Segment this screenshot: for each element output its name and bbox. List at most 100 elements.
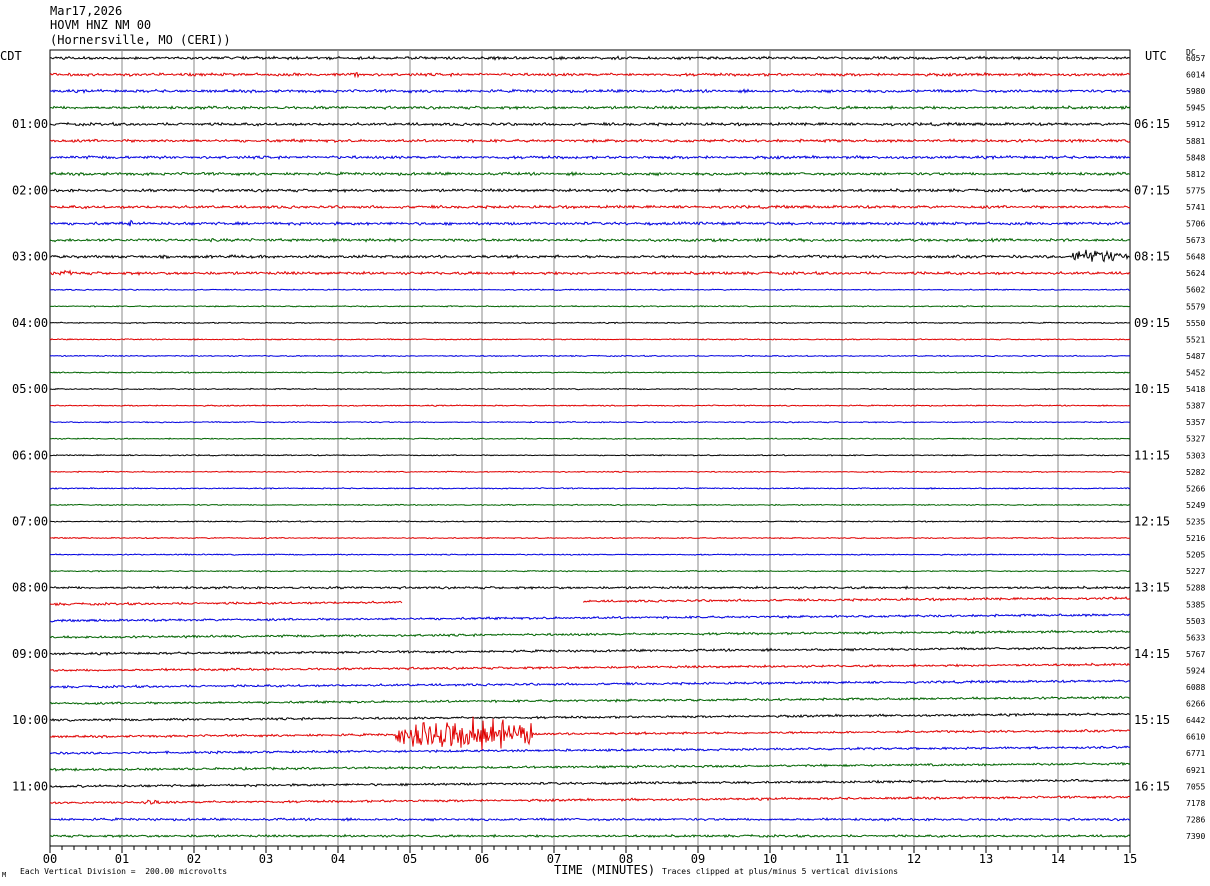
dc-offset-label: 5357 <box>1186 418 1205 427</box>
trace-0 <box>49 55 1131 61</box>
dc-offset-label: 5327 <box>1186 435 1205 444</box>
dc-offset-label: 5452 <box>1186 369 1205 378</box>
trace-18 <box>49 354 1131 358</box>
dc-offset-label: 5624 <box>1186 269 1205 278</box>
dc-offset-label: 5633 <box>1186 633 1205 642</box>
dc-offset-label: 7055 <box>1186 782 1205 791</box>
trace-26 <box>49 487 1131 490</box>
trace-39 <box>49 695 1131 706</box>
dc-offset-label: 7178 <box>1186 799 1205 808</box>
cdt-time-label: 11:00 <box>12 779 48 793</box>
x-tick-label-07: 07 <box>547 852 561 866</box>
dc-offset-label: 5881 <box>1186 137 1205 146</box>
dc-offset-label: 6088 <box>1186 683 1205 692</box>
utc-time-label: 10:15 <box>1134 382 1170 396</box>
dc-offset-label: 6610 <box>1186 733 1205 742</box>
trace-44 <box>49 778 1130 789</box>
dc-offset-label: 6014 <box>1186 71 1205 80</box>
utc-time-label: 14:15 <box>1134 647 1170 661</box>
footer-clip-note: Traces clipped at plus/minus 5 vertical … <box>662 867 899 876</box>
trace-7 <box>49 171 1131 177</box>
trace-3 <box>49 104 1131 111</box>
dc-offset-label: 5673 <box>1186 236 1205 245</box>
utc-time-label: 07:15 <box>1134 183 1170 197</box>
footer-mark: M <box>2 871 7 879</box>
dc-offset-label: 5848 <box>1186 153 1205 162</box>
dc-offset-label: 5385 <box>1186 600 1205 609</box>
trace-32 <box>49 585 1131 590</box>
trace-33 <box>49 596 1131 607</box>
trace-17 <box>49 338 1131 341</box>
dc-offset-label: 5521 <box>1186 335 1205 344</box>
cdt-time-label: 05:00 <box>12 382 48 396</box>
dc-offset-label: 7390 <box>1186 832 1205 841</box>
dc-offset-label: 5303 <box>1186 451 1205 460</box>
x-tick-label-12: 12 <box>907 852 921 866</box>
trace-2 <box>49 88 1131 94</box>
cdt-time-label: 10:00 <box>12 713 48 727</box>
dc-offset-label: 5775 <box>1186 186 1205 195</box>
dc-offset-label: 5249 <box>1186 501 1205 510</box>
x-tick-label-00: 00 <box>43 852 57 866</box>
utc-time-label: 12:15 <box>1134 514 1170 528</box>
x-axis-label: TIME (MINUTES) <box>554 863 656 877</box>
dc-offset-label: 5227 <box>1186 567 1205 576</box>
x-tick-label-13: 13 <box>979 852 993 866</box>
dc-offset-label: 5266 <box>1186 484 1205 493</box>
dc-offset-label: 6771 <box>1186 749 1205 758</box>
trace-40 <box>49 712 1131 722</box>
dc-offset-label: 7286 <box>1186 815 1205 824</box>
dc-offset-label: 5503 <box>1186 617 1205 626</box>
dc-offset-label: 5980 <box>1186 87 1205 96</box>
cdt-label: CDT <box>0 49 22 63</box>
x-tick-label-10: 10 <box>763 852 777 866</box>
dc-offset-label: 5945 <box>1186 104 1205 113</box>
trace-35 <box>49 629 1131 640</box>
dc-offset-label: 5282 <box>1186 468 1205 477</box>
trace-24 <box>49 453 1131 457</box>
trace-42 <box>49 745 1131 755</box>
trace-25 <box>50 470 1131 474</box>
header-location: (Hornersville, MO (CERI)) <box>50 33 231 47</box>
trace-23 <box>49 437 1131 441</box>
trace-19 <box>49 371 1131 374</box>
dc-offset-label: 5812 <box>1186 170 1205 179</box>
dc-offset-label: 5924 <box>1186 666 1205 675</box>
footer-scale-note: Each Vertical Division = 200.00 microvol… <box>20 867 228 876</box>
utc-time-label: 09:15 <box>1134 316 1170 330</box>
x-tick-label-02: 02 <box>187 852 201 866</box>
trace-12 <box>50 249 1131 263</box>
cdt-time-label: 01:00 <box>12 117 48 131</box>
dc-label: DC <box>1186 48 1196 57</box>
cdt-time-label: 04:00 <box>12 316 48 330</box>
utc-time-label: 15:15 <box>1134 713 1170 727</box>
trace-13 <box>50 269 1131 276</box>
trace-36 <box>49 646 1130 656</box>
cdt-time-label: 06:00 <box>12 448 48 462</box>
x-tick-label-14: 14 <box>1051 852 1065 866</box>
trace-16 <box>49 321 1131 325</box>
dc-offset-label: 5602 <box>1186 286 1205 295</box>
plot-frame <box>49 49 1131 847</box>
utc-time-label: 06:15 <box>1134 117 1170 131</box>
dc-offset-label: 5912 <box>1186 120 1205 129</box>
trace-28 <box>50 520 1131 523</box>
utc-time-label: 16:15 <box>1134 779 1170 793</box>
cdt-time-label: 08:00 <box>12 581 48 595</box>
dc-offset-label: 6266 <box>1186 700 1205 709</box>
dc-offset-label: 5487 <box>1186 352 1205 361</box>
x-tick-label-09: 09 <box>691 852 705 866</box>
header-station: HOVM HNZ NM 00 <box>50 18 152 32</box>
x-tick-label-08: 08 <box>619 852 633 866</box>
cdt-time-label: 09:00 <box>12 647 48 661</box>
trace-14 <box>49 288 1130 292</box>
cdt-time-label: 02:00 <box>12 183 48 197</box>
utc-label: UTC <box>1145 49 1167 63</box>
trace-5 <box>49 138 1131 144</box>
trace-41 <box>49 716 1131 751</box>
cdt-time-label: 03:00 <box>12 250 48 264</box>
trace-1 <box>49 71 1131 79</box>
dc-offset-label: 6442 <box>1186 716 1205 725</box>
trace-47 <box>49 833 1131 839</box>
